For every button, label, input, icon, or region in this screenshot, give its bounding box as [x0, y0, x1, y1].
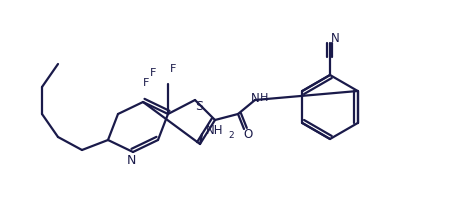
- Text: F: F: [143, 78, 149, 87]
- Text: N: N: [251, 91, 260, 104]
- Text: N: N: [126, 154, 136, 167]
- Text: O: O: [244, 128, 253, 141]
- Text: NH: NH: [206, 123, 223, 136]
- Text: H: H: [260, 93, 268, 102]
- Text: S: S: [195, 99, 203, 112]
- Text: N: N: [330, 32, 340, 45]
- Text: F: F: [150, 68, 156, 78]
- Text: F: F: [170, 64, 176, 74]
- Text: 2: 2: [228, 130, 234, 139]
